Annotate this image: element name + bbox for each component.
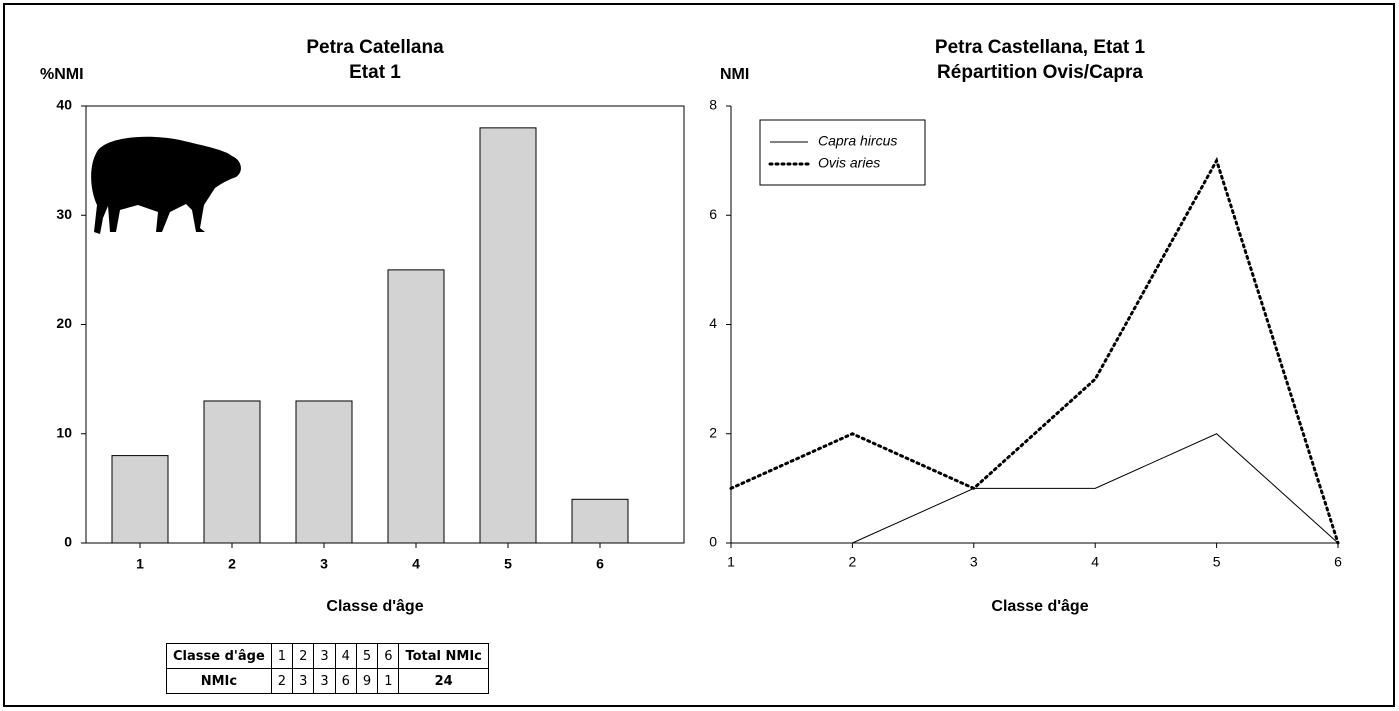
table-cell: 9 — [355, 668, 379, 694]
y-tick-label: 40 — [56, 97, 72, 113]
legend-label: Capra hircus — [818, 133, 897, 149]
line-series — [729, 156, 1340, 545]
y-tick-label: 0 — [64, 534, 72, 550]
table-cell: 4 — [334, 643, 357, 669]
x-tick-label: 4 — [412, 556, 420, 572]
x-tick-label: 1 — [727, 554, 735, 570]
x-tick-label: 2 — [849, 554, 857, 570]
table-cell: Classe d'âge — [166, 643, 272, 669]
y-tick-label: 0 — [709, 534, 717, 550]
x-tick-label: 6 — [1334, 554, 1342, 570]
table-cell: 5 — [355, 643, 379, 669]
x-tick-label: 5 — [504, 556, 512, 572]
bar — [571, 498, 629, 544]
sheep-icon — [91, 136, 241, 234]
y-tick-label: 10 — [56, 424, 72, 440]
y-tick-label: 20 — [56, 315, 72, 331]
chart-title: Petra Castellana, Etat 1 — [935, 37, 1146, 58]
table-cell: 3 — [292, 668, 315, 694]
table-cell: 1 — [270, 643, 294, 669]
y-tick-label: 4 — [709, 315, 717, 331]
x-tick-label: 5 — [1213, 554, 1221, 570]
x-tick-label: 3 — [320, 556, 328, 572]
table-cell: 6 — [377, 643, 400, 669]
table-cell: Total NMIc — [398, 643, 489, 669]
y-tick-label: 2 — [709, 424, 717, 440]
table-cell: 2 — [270, 668, 294, 694]
x-tick-label: 2 — [228, 556, 236, 572]
table-cell: 1 — [377, 668, 400, 694]
y-tick-label: 30 — [56, 206, 72, 222]
table-cell: 24 — [398, 668, 489, 694]
legend-box — [759, 119, 926, 186]
bar — [479, 127, 537, 544]
frame — [3, 3, 1395, 707]
y-tick-label: 6 — [709, 206, 717, 222]
bar — [295, 400, 353, 544]
x-tick-label: 1 — [136, 556, 144, 572]
legend-label: Ovis aries — [818, 155, 880, 171]
table-cell: 3 — [313, 643, 336, 669]
y-tick-label: 8 — [709, 97, 717, 113]
chart-title: Etat 1 — [349, 62, 401, 83]
table-cell: NMIc — [166, 668, 272, 694]
x-axis-label: Classe d'âge — [326, 598, 423, 615]
x-tick-label: 3 — [970, 554, 978, 570]
table-cell: 2 — [292, 643, 315, 669]
y-axis-label: NMI — [720, 66, 749, 83]
x-tick-label: 6 — [596, 556, 604, 572]
line-series — [852, 433, 1339, 544]
data-table: Classe d'âge 1 2 3 4 5 6 Total NMIc NMIc 2 3 3 6 9 1 24 — [166, 643, 489, 694]
chart-title: Répartition Ovis/Capra — [937, 62, 1143, 83]
x-tick-label: 4 — [1091, 554, 1099, 570]
bar — [111, 455, 169, 544]
table-cell: 6 — [334, 668, 357, 694]
y-axis-label: %NMI — [40, 66, 84, 83]
chart-title: Petra Catellana — [306, 37, 444, 58]
bar — [387, 269, 445, 544]
table-row: Classe d'âge 1 2 3 4 5 6 Total NMIc — [166, 643, 489, 669]
bar — [203, 400, 261, 544]
table-body: Classe d'âge 1 2 3 4 5 6 Total NMIc NMIc 2 3 3 6 9 1 24 — [166, 643, 489, 694]
table-cell: 3 — [313, 668, 336, 694]
table-row: NMIc 2 3 3 6 9 1 24 — [166, 668, 489, 694]
x-axis-label: Classe d'âge — [991, 598, 1088, 615]
